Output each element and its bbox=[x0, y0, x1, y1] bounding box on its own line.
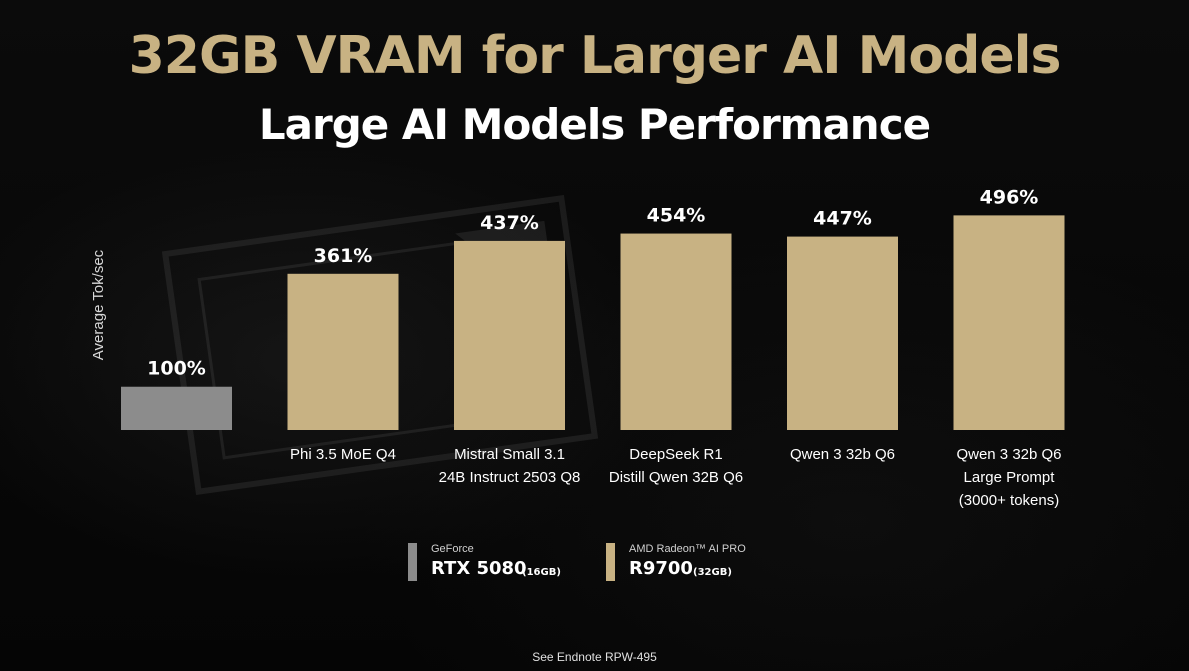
legend-model-r9700: R9700 bbox=[629, 558, 693, 579]
legend-capacity-rtx-5080: (16GB) bbox=[522, 567, 561, 578]
legend-brand-amd-radeon-ai-pro: AMD Radeon™ AI PRO bbox=[629, 543, 746, 555]
bar-3 bbox=[620, 233, 732, 430]
category-label-5-line-0: Qwen 3 32b Q6 bbox=[956, 446, 1061, 463]
bar-chart: 100% 361% Phi 3.5 MoE Q4 437% Mistral Small … bbox=[121, 186, 1065, 509]
bar-value-label-4: 447% bbox=[813, 208, 872, 230]
legend-brand-geforce: GeForce bbox=[431, 543, 474, 555]
legend-swatch-rtx-5080 bbox=[408, 543, 417, 581]
bar-2 bbox=[454, 240, 565, 430]
category-label-3-line-1: Distill Qwen 32B Q6 bbox=[609, 469, 743, 486]
category-label-3-line-0: DeepSeek R1 bbox=[629, 446, 722, 463]
category-label-5-line-2: (3000+ tokens) bbox=[959, 492, 1059, 509]
bar-value-label-5: 496% bbox=[980, 186, 1039, 208]
category-label-4-line-0: Qwen 3 32b Q6 bbox=[790, 446, 895, 463]
category-label-5-line-1: Large Prompt bbox=[964, 469, 1056, 486]
bar-0 bbox=[121, 386, 232, 430]
bar-value-label-0: 100% bbox=[147, 358, 206, 380]
page-title: 32GB VRAM for Larger AI Models bbox=[128, 26, 1062, 86]
bar-1 bbox=[287, 273, 399, 430]
category-label-2-line-0: Mistral Small 3.1 bbox=[454, 446, 565, 463]
category-label-1-line-0: Phi 3.5 MoE Q4 bbox=[290, 446, 396, 463]
bar-value-label-1: 361% bbox=[314, 245, 373, 267]
footnote: See Endnote RPW-495 bbox=[532, 650, 657, 664]
page-subtitle: Large AI Models Performance bbox=[258, 100, 931, 149]
bar-value-label-2: 437% bbox=[480, 212, 539, 234]
bar-value-label-3: 454% bbox=[647, 205, 706, 227]
bar-5 bbox=[953, 215, 1065, 430]
category-label-2-line-1: 24B Instruct 2503 Q8 bbox=[439, 469, 581, 486]
legend-capacity-r9700: (32GB) bbox=[693, 567, 732, 578]
legend-model-rtx-5080: RTX 5080 bbox=[431, 558, 527, 579]
bar-4 bbox=[787, 236, 898, 430]
legend-swatch-r9700 bbox=[606, 543, 615, 581]
